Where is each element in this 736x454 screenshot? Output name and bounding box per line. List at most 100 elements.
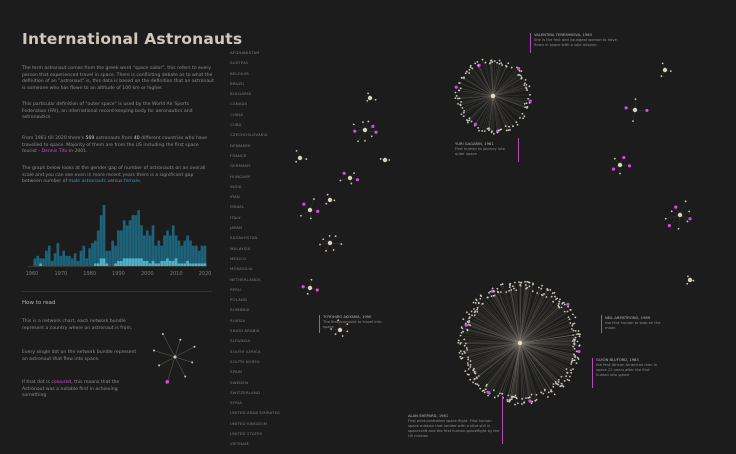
country-label[interactable]: CHINA [230,111,244,117]
bundle-link [475,311,521,344]
astronaut-dot [573,347,576,350]
astronaut-dot [578,335,581,338]
astronaut-dot [526,89,529,92]
astronaut-dot [470,310,473,313]
astronaut-dot [546,396,549,398]
astronaut-dot [566,372,569,374]
country-label[interactable]: AUSTRIA [230,60,248,66]
astronaut-dot [463,76,465,79]
bundle-link [475,95,494,125]
astronaut-dot [330,328,333,330]
astronaut-dot [521,403,523,405]
astronaut-dot [528,285,531,288]
astronaut-dot [506,400,509,403]
country-label[interactable]: SWITZERLAND [230,389,261,395]
country-label[interactable]: CZECHOSLOVAKIA [230,132,268,138]
country-label[interactable]: RUSSIA [230,317,246,323]
country-label[interactable]: BELGIUM [230,70,249,76]
bundle-link [492,95,494,134]
country-list: AFGHANISTAN AUSTRIA BELGIUM BRAZIL BULGARIA C… [230,48,290,450]
bundle-link [519,301,560,344]
country-label[interactable]: GERMANY [230,163,251,169]
sample-link [167,356,176,382]
country-label[interactable]: POLAND [230,297,248,303]
male-bar [105,250,109,266]
bundle-link [519,342,549,393]
country-label[interactable]: PERU [230,286,241,292]
country-label[interactable]: BULGARIA [230,91,252,97]
bundle-link [519,338,574,344]
bundle-link [460,342,521,357]
male-bar [180,245,184,266]
country-label[interactable]: INDIA [230,183,242,189]
country-label[interactable]: SPAIN [230,369,243,375]
bundle-link [519,336,580,344]
country-label[interactable]: SLOVAKIA [230,338,251,344]
bundle-link [492,94,530,97]
bundle-link [470,65,494,97]
bundle-center [362,127,368,133]
country-label[interactable]: JAPAN [230,225,243,231]
astronaut-dot [504,125,507,128]
astronaut-dot [463,344,466,347]
country-label[interactable]: IRAN [230,194,240,200]
astronaut-dot [553,393,556,396]
bundle-link [678,214,681,229]
astronaut-dot [461,357,464,359]
country-label[interactable]: SAUDI ARABIA [230,328,260,334]
astronaut-dot [463,338,466,341]
astronaut-dot [670,210,673,213]
country-bundle [624,98,649,123]
bundle-link [459,90,494,97]
country-label[interactable]: NETHERLANDS [230,276,261,282]
country-label[interactable]: CUBA [230,122,242,128]
astronaut-dot [515,397,518,400]
astronaut-dot [568,379,571,382]
country-label[interactable]: MONGOLIA [230,266,253,272]
bundle-center [297,155,303,161]
tourist-link[interactable]: Dennis Tito [41,149,68,155]
country-label[interactable]: ROMANIA [230,307,250,313]
bundle-link [519,342,527,399]
bundle-link [519,306,569,344]
country-label[interactable]: SYRIA [230,400,243,406]
country-label[interactable]: HUNGARY [230,173,251,179]
astronaut-dot [505,291,508,293]
astronaut-dot [498,59,501,62]
bundle-link [519,342,575,361]
country-label[interactable]: VIETNAM [230,441,249,447]
astronaut-dot [463,109,465,112]
country-label[interactable]: FRANCE [230,152,247,158]
astronaut-dot [526,286,529,289]
bundle-link [519,342,577,352]
bundle-link [492,78,522,97]
country-label[interactable]: UNITED KINGDOM [230,420,268,426]
astronaut-dot [493,396,496,399]
country-label[interactable]: MEXICO [230,255,247,261]
astronaut-dot [524,78,527,81]
male-bar [148,235,152,266]
country-label[interactable]: SOUTH AFRICA [230,348,261,354]
notable-astronaut-dot [301,285,305,289]
male-bar [154,245,158,266]
country-label[interactable]: ISRAEL [230,204,245,210]
astronaut-dot [524,280,526,283]
astronaut-dot [565,368,568,371]
country-label[interactable]: AFGHANISTAN [230,50,260,55]
country-label[interactable]: BRAZIL [230,80,245,86]
bundle-link [492,66,507,97]
country-label[interactable]: UNITED STATES [230,430,263,436]
country-label[interactable]: MALAYSIA [230,245,251,251]
country-label[interactable]: ITALY [230,214,241,220]
country-label[interactable]: DENMARK [230,142,251,148]
country-label[interactable]: CANADA [230,101,248,107]
country-label[interactable]: UNITED ARAB EMIRATES [230,410,280,416]
bundle-link [519,294,542,344]
country-label[interactable]: KAZAKHSTAN [230,235,258,241]
astronaut-dot [487,394,489,397]
astronaut-dot [525,83,528,86]
country-label[interactable]: SWEDEN [230,379,249,385]
country-label[interactable]: SOUTH KOREA [230,358,260,364]
astronaut-dot [353,172,355,175]
